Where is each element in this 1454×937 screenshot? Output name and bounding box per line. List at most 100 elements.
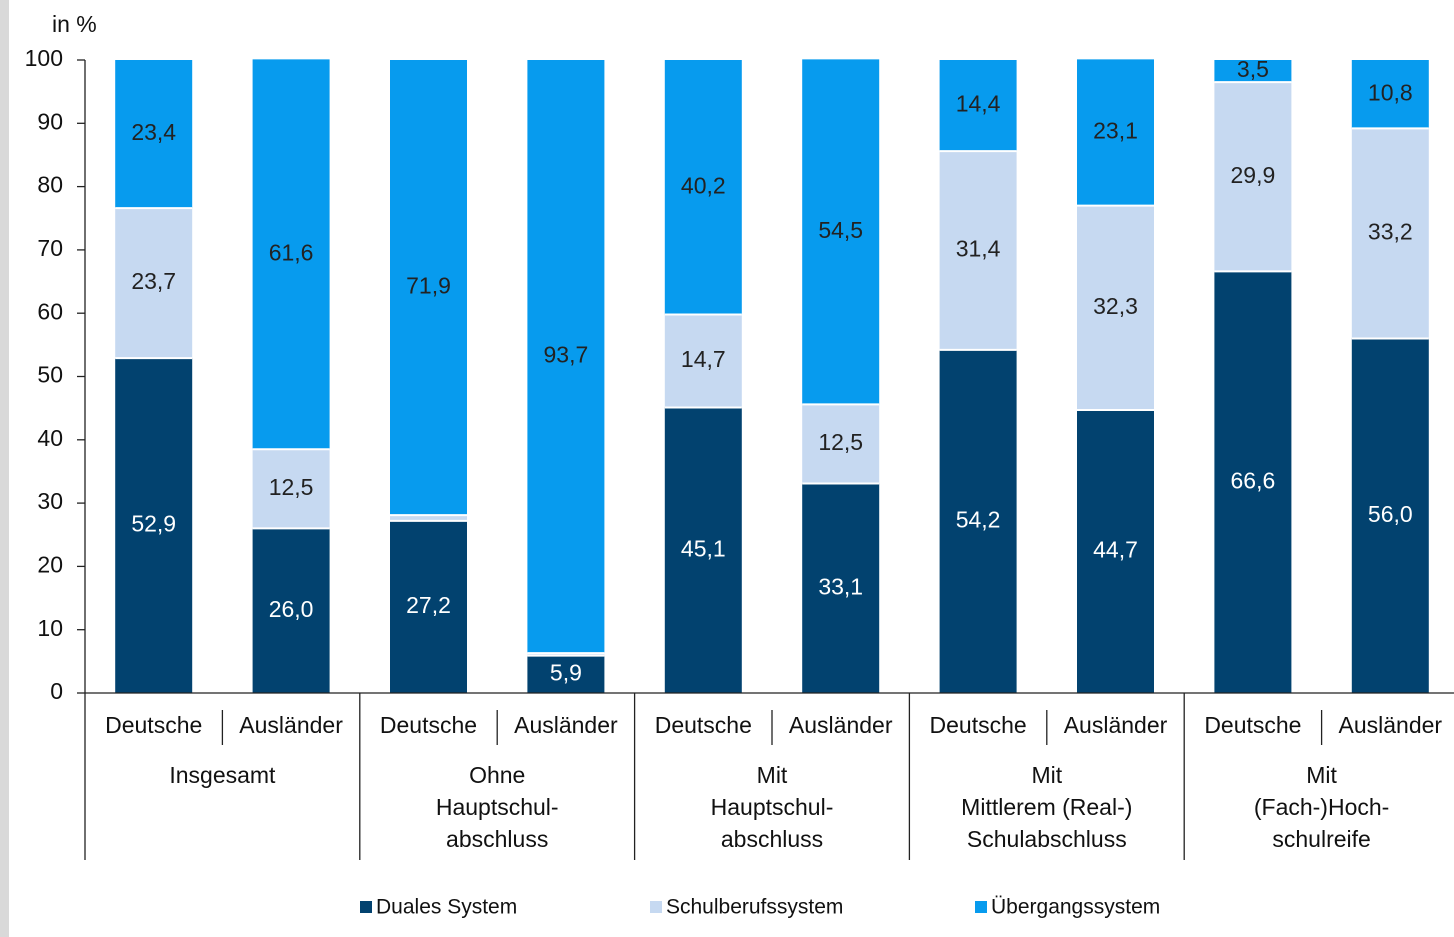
value-label: 40,2 [681, 172, 726, 198]
bar-segment [390, 60, 467, 516]
y-tick-label: 80 [37, 172, 63, 198]
bar-segment [115, 60, 193, 209]
bar-segment [527, 653, 605, 656]
value-label: 10,8 [1368, 79, 1413, 105]
value-label: 12,5 [269, 474, 314, 500]
bar-segment [802, 59, 880, 405]
group-label: Schulabschluss [967, 826, 1127, 852]
value-label: 45,1 [681, 535, 726, 561]
legend-label: Schulberufssystem [666, 896, 843, 919]
legend-label: Duales System [376, 896, 517, 919]
value-label: 52,9 [131, 511, 176, 537]
bar-segment [115, 208, 193, 359]
x-tick-label: Ausländer [1064, 712, 1168, 738]
x-tick-label: Deutsche [380, 712, 477, 738]
bar-segment [802, 483, 880, 693]
value-label: 54,5 [818, 217, 863, 243]
value-label: 3,5 [1237, 56, 1269, 82]
x-tick-label: Deutsche [655, 712, 752, 738]
legend-swatch [975, 901, 987, 913]
legend-swatch [650, 901, 662, 913]
bar-segment [1351, 338, 1429, 693]
group-label: schulreife [1272, 826, 1370, 852]
x-tick-label: Deutsche [1204, 712, 1301, 738]
value-label: 61,6 [269, 239, 314, 265]
value-label: 26,0 [269, 596, 314, 622]
bar-segment [527, 655, 605, 693]
x-tick-label: Ausländer [239, 712, 343, 738]
value-label: 56,0 [1368, 501, 1413, 527]
value-label: 31,4 [956, 236, 1001, 262]
y-tick-label: 0 [50, 678, 63, 704]
group-label: Insgesamt [169, 762, 276, 788]
bar-segment [1214, 82, 1292, 272]
value-label: 33,2 [1368, 219, 1413, 245]
value-label: 23,1 [1093, 118, 1138, 144]
value-label: 71,9 [406, 273, 451, 299]
bar-segment [115, 358, 193, 693]
group-label: abschluss [721, 826, 823, 852]
x-tick-label: Deutsche [930, 712, 1027, 738]
y-tick-label: 20 [37, 551, 63, 577]
group-label: (Fach-)Hoch- [1254, 794, 1389, 820]
legend-swatch [360, 901, 372, 913]
value-label: 5,9 [550, 659, 582, 685]
bar-segment [527, 60, 605, 654]
bar-segment [252, 449, 330, 529]
bar-segment [802, 404, 880, 484]
value-label: 23,4 [131, 119, 176, 145]
value-label: 27,2 [406, 592, 451, 618]
bar-segment [664, 407, 742, 693]
group-label: abschluss [446, 826, 548, 852]
bar-segment [390, 520, 467, 693]
bar-segment [1077, 410, 1154, 693]
y-tick-label: 50 [37, 362, 63, 388]
value-label: 23,7 [131, 268, 176, 294]
value-label: 12,5 [818, 429, 863, 455]
y-tick-label: 40 [37, 425, 63, 451]
value-label: 66,6 [1231, 467, 1276, 493]
x-tick-label: Ausländer [1339, 712, 1443, 738]
x-tick-label: Ausländer [789, 712, 893, 738]
group-label: Hauptschul- [436, 794, 559, 820]
value-label: 29,9 [1231, 162, 1276, 188]
bar-segment [1077, 205, 1154, 411]
y-axis-label: in % [52, 11, 97, 37]
value-label: 33,1 [818, 573, 863, 599]
bar-segment [1077, 59, 1154, 206]
group-label: Mit [757, 762, 788, 788]
bar-segment [1351, 128, 1429, 339]
value-label: 44,7 [1093, 537, 1138, 563]
group-label: Ohne [469, 762, 525, 788]
bar-segment [252, 528, 330, 693]
value-label: 93,7 [544, 342, 589, 368]
bar-segment [664, 60, 742, 315]
value-label: 32,3 [1093, 293, 1138, 319]
y-tick-label: 90 [37, 108, 63, 134]
bar-segment [1214, 271, 1292, 693]
y-tick-label: 30 [37, 488, 63, 514]
bar-segment [939, 151, 1017, 350]
group-label: Hauptschul- [711, 794, 834, 820]
value-label: 54,2 [956, 507, 1001, 533]
bar-segment [252, 59, 330, 450]
y-tick-label: 100 [25, 45, 63, 71]
group-label: Mit [1306, 762, 1337, 788]
x-tick-label: Deutsche [105, 712, 202, 738]
bar-segment [1351, 60, 1429, 129]
bar-segment [939, 349, 1017, 693]
x-tick-label: Ausländer [514, 712, 618, 738]
group-label: Mit [1031, 762, 1062, 788]
legend-label: Übergangssystem [991, 896, 1160, 919]
bar-segment [1214, 60, 1292, 83]
bar-segment [939, 60, 1017, 152]
value-label: 14,7 [681, 346, 726, 372]
bar-segment [390, 515, 467, 521]
group-label: Mittlerem (Real-) [961, 794, 1132, 820]
left-strip [0, 0, 9, 937]
value-label: 14,4 [956, 91, 1001, 117]
y-tick-label: 60 [37, 298, 63, 324]
y-tick-label: 70 [37, 235, 63, 261]
